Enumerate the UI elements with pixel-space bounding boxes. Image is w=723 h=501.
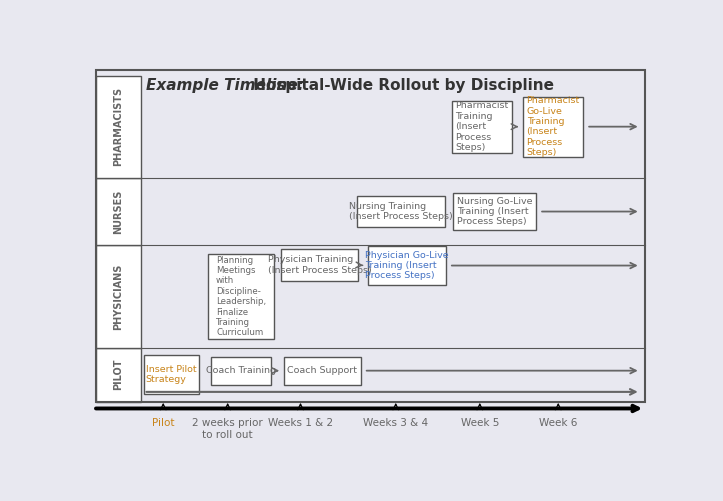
Text: Insert Pilot
Strategy: Insert Pilot Strategy [146, 365, 197, 384]
Text: 2 weeks prior
to roll out: 2 weeks prior to roll out [192, 418, 263, 440]
Text: Weeks 3 & 4: Weeks 3 & 4 [363, 418, 428, 428]
Bar [368, 246, 446, 285]
Bar [96, 348, 141, 401]
Text: Example Timeline:: Example Timeline: [146, 78, 304, 93]
Text: Physician Go-Live
Training (Insert
Process Steps): Physician Go-Live Training (Insert Proce… [365, 250, 449, 281]
Text: NURSES: NURSES [114, 189, 124, 234]
Bar [211, 357, 271, 385]
Text: Physician Training
(Insert Process Steps): Physician Training (Insert Process Steps… [268, 256, 372, 275]
Text: Pharmacist
Go-Live
Training
(Insert
Process
Steps): Pharmacist Go-Live Training (Insert Proc… [526, 96, 580, 157]
Bar [96, 76, 141, 178]
Text: PILOT: PILOT [114, 359, 124, 390]
Text: Hospital-Wide Rollout by Discipline: Hospital-Wide Rollout by Discipline [249, 78, 555, 93]
Text: Nursing Go-Live
Training (Insert
Process Steps): Nursing Go-Live Training (Insert Process… [457, 196, 533, 226]
Text: Week 5: Week 5 [461, 418, 499, 428]
Text: Planning
Meetings
with
Discipline-
Leadership,
Finalize
Training
Curriculum: Planning Meetings with Discipline- Leade… [216, 256, 266, 337]
Bar [96, 70, 645, 401]
Bar [452, 101, 513, 153]
Bar [281, 249, 358, 281]
Text: Weeks 1 & 2: Weeks 1 & 2 [268, 418, 333, 428]
Bar [523, 97, 583, 156]
Text: Nursing Training
(Insert Process Steps): Nursing Training (Insert Process Steps) [349, 202, 453, 221]
Bar [144, 355, 199, 394]
Bar [96, 178, 141, 245]
Bar [208, 254, 274, 339]
Bar [356, 196, 445, 227]
Text: Pharmacist
Training
(Insert
Process
Steps): Pharmacist Training (Insert Process Step… [455, 101, 509, 152]
Text: Pilot: Pilot [152, 418, 174, 428]
Bar [453, 193, 536, 230]
Bar [283, 357, 361, 385]
Text: Coach Support: Coach Support [287, 366, 357, 375]
Text: PHARMACISTS: PHARMACISTS [114, 87, 124, 166]
Bar [96, 245, 141, 348]
Text: Week 6: Week 6 [539, 418, 578, 428]
Text: Coach Training: Coach Training [206, 366, 276, 375]
Text: PHYSICIANS: PHYSICIANS [114, 263, 124, 330]
